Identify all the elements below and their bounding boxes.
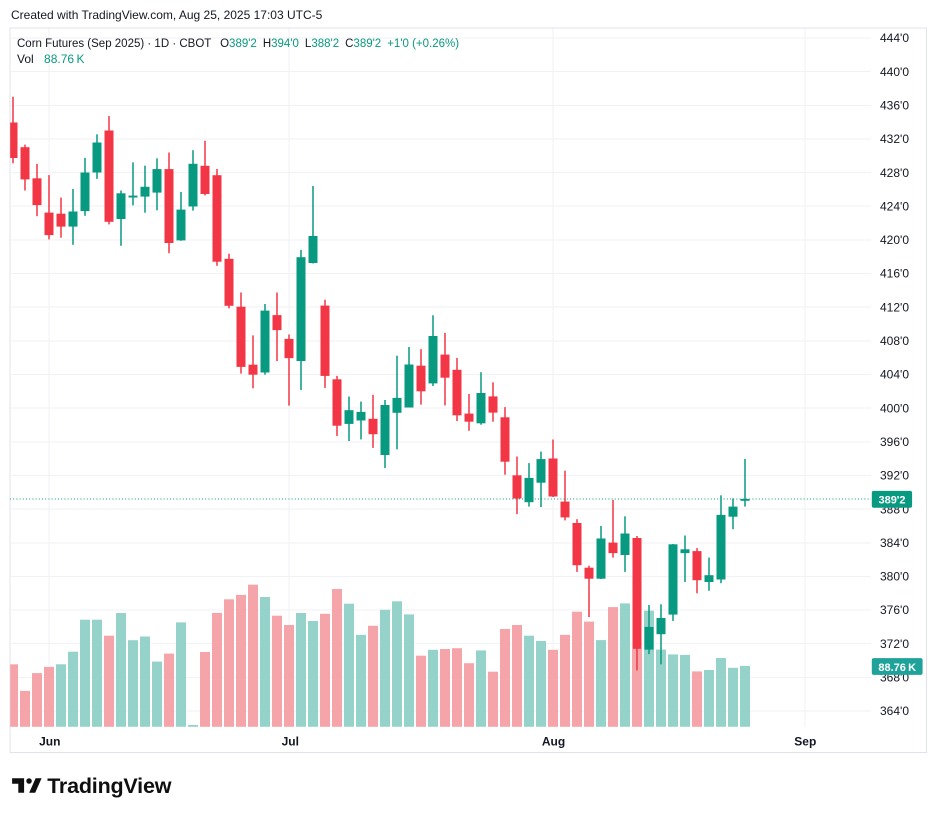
- svg-text:384'0: 384'0: [880, 536, 909, 550]
- svg-text:Corn Futures (Sep 2025) · 1D ·: Corn Futures (Sep 2025) · 1D · CBOT O389'…: [17, 38, 459, 50]
- svg-text:389'2: 389'2: [878, 495, 905, 507]
- svg-text:416'0: 416'0: [880, 267, 909, 281]
- svg-text:432'0: 432'0: [880, 132, 909, 146]
- svg-text:Jun: Jun: [39, 734, 60, 748]
- svg-text:408'0: 408'0: [880, 334, 909, 348]
- svg-text:364'0: 364'0: [880, 704, 909, 718]
- svg-text:404'0: 404'0: [880, 368, 909, 382]
- svg-text:428'0: 428'0: [880, 166, 909, 180]
- svg-text:380'0: 380'0: [880, 570, 909, 584]
- svg-text:444'0: 444'0: [880, 31, 909, 45]
- svg-text:Sep: Sep: [794, 734, 816, 748]
- svg-text:396'0: 396'0: [880, 435, 909, 449]
- svg-text:424'0: 424'0: [880, 199, 909, 213]
- svg-text:Created with TradingView.com,: Created with TradingView.com, Aug 25, 20…: [11, 8, 323, 22]
- svg-text:88.76 K: 88.76 K: [878, 662, 916, 674]
- svg-text:376'0: 376'0: [880, 603, 909, 617]
- svg-text:400'0: 400'0: [880, 401, 909, 415]
- svg-text:436'0: 436'0: [880, 99, 909, 113]
- svg-text:372'0: 372'0: [880, 637, 909, 651]
- svg-text:Aug: Aug: [542, 734, 565, 748]
- svg-text:Jul: Jul: [282, 734, 299, 748]
- svg-text:412'0: 412'0: [880, 300, 909, 314]
- svg-text:440'0: 440'0: [880, 65, 909, 79]
- svg-text:TradingView: TradingView: [47, 774, 172, 798]
- svg-text:392'0: 392'0: [880, 469, 909, 483]
- svg-text:420'0: 420'0: [880, 233, 909, 247]
- svg-text:Vol 88.76 K: Vol 88.76 K: [17, 52, 84, 66]
